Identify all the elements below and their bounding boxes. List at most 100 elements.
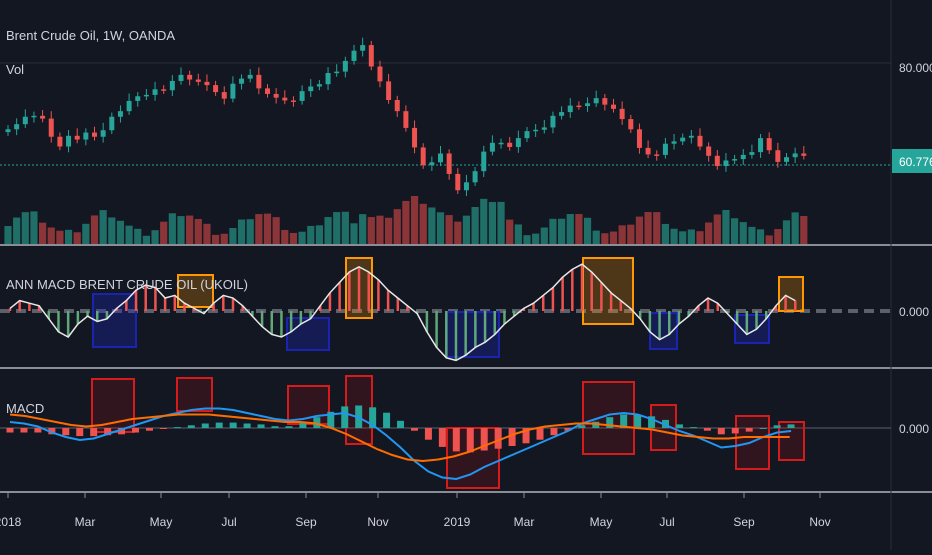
- candle-body: [135, 96, 141, 101]
- volume-bar: [713, 214, 721, 244]
- macd-histogram-bar: [299, 422, 307, 428]
- macd-histogram-bar: [369, 407, 377, 428]
- candle-body: [559, 112, 565, 116]
- macd-histogram-bar: [341, 406, 349, 428]
- symbol-title[interactable]: Brent Crude Oil, 1W, OANDA: [6, 28, 175, 43]
- macd-histogram-bar: [215, 422, 223, 428]
- volume-bar: [186, 215, 194, 244]
- candle-body: [109, 116, 115, 131]
- macd-histogram-bar: [606, 417, 614, 428]
- macd-histogram-bar: [564, 428, 572, 431]
- candle-body: [446, 153, 452, 174]
- macd-histogram-bar: [620, 414, 628, 428]
- volume-bar: [281, 229, 289, 244]
- candle-body: [766, 138, 772, 151]
- candle-body: [515, 138, 521, 147]
- macd-title[interactable]: MACD: [6, 401, 44, 416]
- time-label-may: May: [590, 515, 613, 529]
- macd-histogram-bar: [327, 411, 335, 428]
- macd-histogram-bar: [313, 417, 321, 428]
- macd-histogram-bar: [522, 428, 530, 444]
- candle-body: [308, 86, 314, 92]
- candle-body: [360, 45, 366, 51]
- volume-bar: [307, 225, 315, 244]
- time-label-may: May: [150, 515, 173, 529]
- candle-body: [31, 115, 37, 118]
- candle-body: [394, 100, 400, 112]
- candle-body: [152, 89, 158, 95]
- candle-body: [585, 103, 591, 107]
- volume-bar: [661, 223, 669, 244]
- candle-body: [533, 129, 539, 132]
- candle-body: [740, 154, 746, 160]
- candle-body: [688, 135, 694, 138]
- volume-bar: [583, 217, 592, 244]
- volume-bar: [497, 201, 505, 244]
- macd-histogram-bar: [104, 428, 112, 436]
- volume-bar: [212, 234, 220, 244]
- volume-bar: [791, 212, 799, 244]
- candle-body: [463, 182, 469, 191]
- time-axis[interactable]: 2018 Mar May Jul Sep Nov 2019 Mar May Jul Sep Nov: [0, 492, 831, 529]
- candle-body: [265, 88, 270, 94]
- volume-label: Vol: [6, 62, 24, 77]
- volume-bar: [82, 223, 90, 244]
- volume-bar: [782, 220, 791, 244]
- candle-body: [611, 104, 616, 109]
- volume-bar: [609, 231, 618, 244]
- volume-bar: [601, 233, 609, 244]
- ann-bear-box: [734, 314, 770, 344]
- volume-bar: [272, 217, 280, 244]
- candle-body: [628, 119, 634, 130]
- candle-body: [169, 80, 175, 91]
- ann-macd-title[interactable]: ANN MACD BRENT CRUDE OIL (UKOIL): [6, 277, 248, 292]
- ann-bull-box: [177, 274, 214, 308]
- macd-histogram-bar: [201, 423, 209, 428]
- volume-bar: [436, 212, 445, 244]
- price-pane[interactable]: [0, 37, 891, 197]
- macd-histogram-bar: [257, 424, 265, 428]
- macd-histogram-bar: [383, 412, 391, 428]
- volume-bar: [462, 215, 471, 244]
- volume-bar: [289, 232, 298, 244]
- volume-bar: [419, 203, 427, 244]
- volume-bar: [696, 231, 704, 244]
- volume-bar: [731, 218, 739, 244]
- current-price-label: 60.776: [899, 155, 932, 169]
- volume-bar: [21, 212, 29, 244]
- volume-bar: [471, 206, 479, 244]
- volume-bar: [722, 210, 730, 244]
- ann-macd-pane[interactable]: [0, 257, 891, 362]
- price-tick-80: 80.000: [899, 61, 932, 75]
- volume-bar: [73, 232, 81, 244]
- volume-bar: [540, 227, 548, 244]
- macd-zero-label: 0.000: [899, 422, 929, 436]
- candle-body: [507, 142, 513, 147]
- macd-histogram-bar: [703, 428, 711, 431]
- volume-bar: [393, 209, 401, 244]
- candle-body: [230, 83, 236, 99]
- volume-bar: [488, 202, 496, 244]
- volume-bar: [90, 215, 99, 244]
- candle-body: [472, 171, 478, 183]
- candle-body: [351, 50, 357, 61]
- candle-body: [524, 131, 530, 139]
- candle-body: [100, 130, 106, 137]
- volume-bar: [558, 218, 566, 244]
- macd-pane[interactable]: [0, 375, 891, 489]
- macd-histogram-bar: [759, 428, 767, 429]
- time-label-2018: 2018: [0, 515, 22, 529]
- macd-histogram-bar: [675, 424, 683, 428]
- macd-histogram-bar: [173, 427, 181, 429]
- volume-bar: [125, 225, 133, 244]
- macd-histogram-bar: [536, 428, 544, 440]
- candle-body: [732, 159, 738, 161]
- volume-bar: [13, 217, 21, 244]
- macd-histogram-bar: [787, 424, 795, 428]
- macd-histogram-bar: [132, 428, 140, 433]
- candle-body: [5, 129, 11, 133]
- macd-histogram-bar: [76, 428, 84, 437]
- candle-body: [654, 154, 660, 156]
